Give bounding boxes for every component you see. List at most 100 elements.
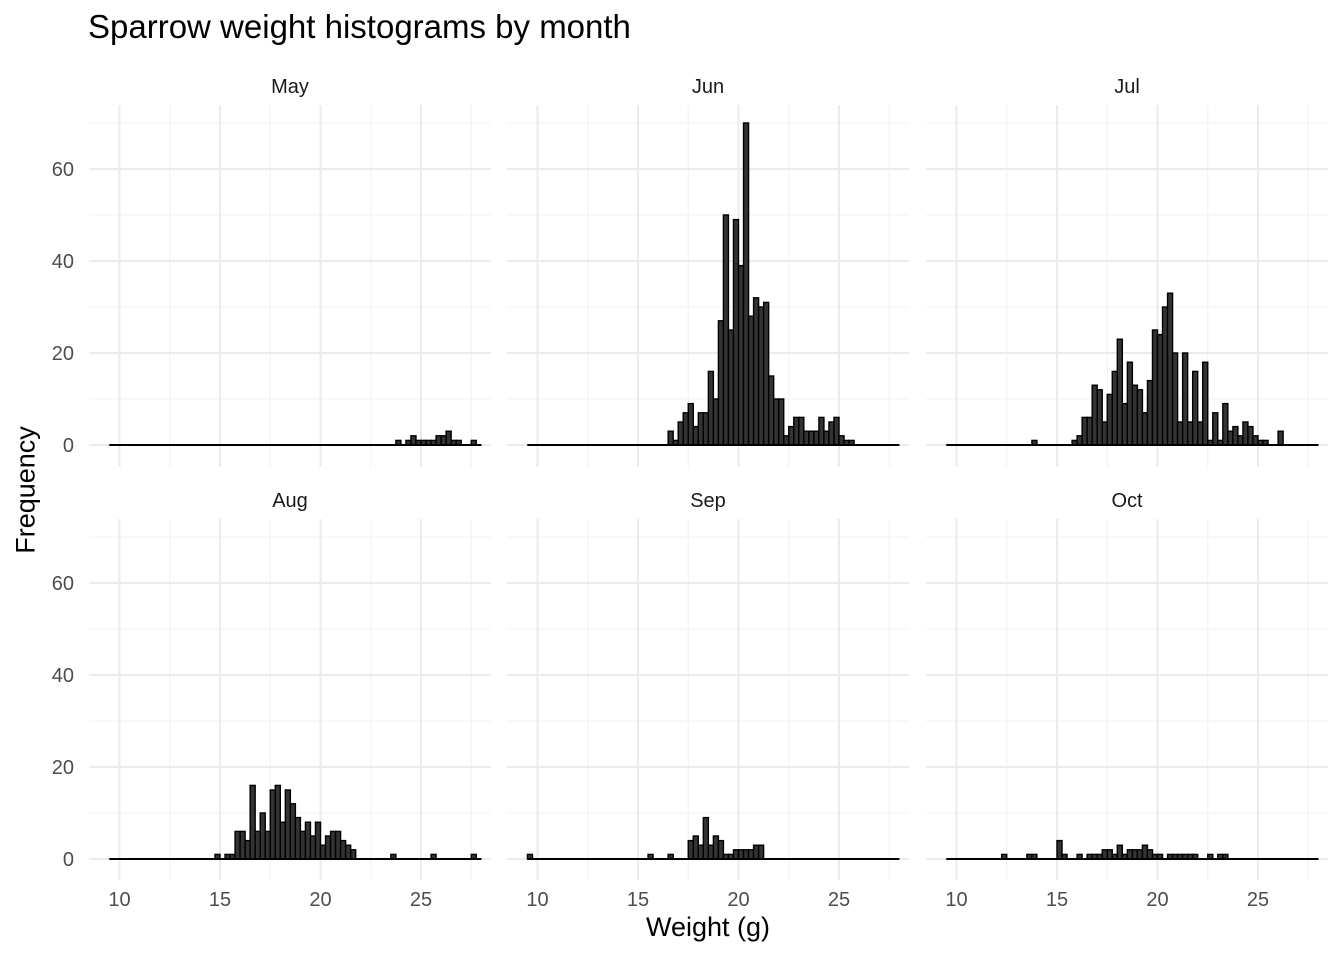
histogram-bar [793, 416, 800, 446]
histogram-bar [828, 421, 835, 446]
histogram-bar [1222, 402, 1229, 446]
histogram-bar [702, 412, 710, 446]
histogram-bar [1101, 849, 1108, 860]
x-tick-label: 25 [410, 889, 432, 911]
histogram-bar [435, 435, 442, 446]
histogram-bar [279, 821, 287, 860]
histogram-bar [1156, 333, 1164, 446]
histogram-bar [1252, 435, 1259, 446]
histogram-bar [752, 297, 760, 446]
histogram-bar [299, 830, 307, 860]
histogram-bar [1056, 839, 1063, 860]
histogram-bar [1212, 412, 1219, 446]
histogram-bar [772, 398, 780, 446]
histogram-bar [667, 430, 674, 446]
histogram-bar [1131, 384, 1139, 446]
histogram-bar [722, 214, 730, 446]
histogram-bar [712, 398, 720, 446]
histogram-bar [445, 430, 452, 446]
histogram-bar [767, 375, 775, 446]
histogram-bar [1141, 412, 1149, 446]
histogram-bar [677, 421, 684, 446]
y-tick-label: 0 [63, 849, 74, 871]
panel-jun: Jun [507, 76, 909, 467]
panel-jul: Jul [926, 76, 1328, 467]
histogram-bar [1161, 306, 1169, 446]
histogram-bar [1146, 849, 1154, 860]
histogram-bar [757, 306, 765, 446]
histogram-bar [339, 839, 347, 860]
histogram-bar [697, 844, 705, 860]
histogram-bar [1136, 849, 1144, 860]
histogram-bar [1277, 430, 1284, 446]
x-axis-label: Weight (g) [645, 912, 771, 942]
y-tick-label: 20 [52, 343, 74, 365]
facet-label: Jun [692, 76, 724, 98]
histogram-bar [239, 830, 246, 860]
histogram-bar [329, 830, 337, 860]
histogram-bar [732, 849, 740, 860]
histogram-bar [1237, 435, 1244, 446]
histogram-bar [1166, 292, 1174, 446]
histogram-bar [1081, 416, 1088, 446]
facet-label: Sep [690, 490, 726, 512]
histogram-bar [798, 416, 805, 446]
histogram-bar [1101, 421, 1108, 446]
facet-label: May [271, 76, 309, 98]
histogram-bar [410, 435, 417, 446]
histogram-bar [1106, 849, 1113, 860]
y-tick-label: 20 [52, 757, 74, 779]
histogram-bar [1196, 421, 1204, 446]
histogram-bar [1126, 361, 1134, 446]
histogram-bar [349, 849, 357, 860]
panel-may: May 0 20 40 60 [52, 76, 491, 467]
histogram-bar [304, 821, 312, 860]
histogram-bar [1191, 370, 1199, 446]
histogram-bar [1151, 329, 1159, 446]
x-tick-label: 20 [727, 889, 749, 911]
histogram-bar [1086, 416, 1093, 446]
histogram-bar [747, 315, 755, 446]
facet-label: Jul [1114, 76, 1140, 98]
histogram-bar [752, 844, 760, 860]
histogram-bar [732, 218, 740, 446]
chart-title: Sparrow weight histograms by month [88, 8, 631, 45]
histogram-bar [1106, 393, 1113, 446]
histogram-bar [717, 320, 725, 446]
histogram-bar [309, 835, 317, 860]
histogram-bar [259, 812, 266, 860]
histogram-bar [803, 430, 810, 446]
histogram-bar [249, 784, 256, 860]
histogram-bar [742, 122, 750, 446]
histogram-bar [762, 301, 770, 446]
histogram-bar [1116, 844, 1124, 860]
panel-oct: Oct 10 15 20 25 [926, 490, 1328, 911]
x-tick-label: 10 [108, 889, 130, 911]
histogram-bar [1202, 361, 1209, 446]
histogram-bar [1141, 844, 1149, 860]
histogram-bar [727, 329, 735, 446]
histogram-bar [712, 835, 720, 860]
histogram-bar [707, 844, 715, 860]
panel-aug: Aug 0 20 40 60 10 15 20 25 [52, 490, 491, 911]
facet-label: Aug [272, 490, 308, 512]
histogram-bar [1131, 849, 1139, 860]
histogram-bar [707, 370, 715, 446]
x-tick-label: 10 [526, 889, 548, 911]
histogram-bar [717, 839, 725, 860]
histogram-bar [1176, 421, 1184, 446]
histogram-bar [269, 789, 276, 860]
histogram-bar [813, 430, 820, 446]
histogram-bar [783, 435, 790, 446]
panel-sep: Sep 10 15 20 25 [507, 490, 909, 911]
histogram-bar [1171, 352, 1179, 446]
histogram-bar [1121, 402, 1129, 446]
x-tick-label: 15 [209, 889, 231, 911]
histogram-bar [747, 849, 755, 860]
histogram-bar [1242, 421, 1249, 446]
y-axis-label: Frequency [10, 426, 41, 554]
histogram-bar [808, 430, 815, 446]
y-tick-label: 40 [52, 251, 74, 273]
histogram-bar [1111, 370, 1119, 446]
